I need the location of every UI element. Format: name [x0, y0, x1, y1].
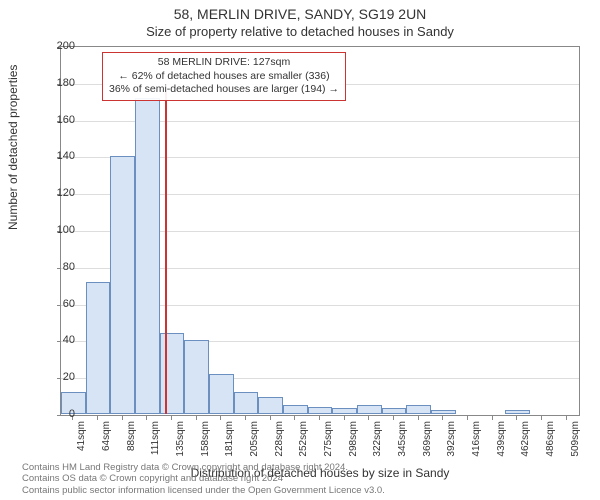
histogram-bar [110, 156, 135, 414]
annotation-line2: ← 62% of detached houses are smaller (33… [109, 70, 339, 84]
histogram-bar [209, 374, 234, 414]
histogram-bar [160, 333, 185, 414]
y-tick-label: 120 [45, 187, 75, 199]
histogram-bar [332, 408, 357, 414]
x-tick-label: 439sqm [496, 421, 507, 457]
y-tick-label: 60 [45, 298, 75, 310]
annotation-line1: 58 MERLIN DRIVE: 127sqm [109, 56, 339, 70]
x-tick-label: 392sqm [446, 421, 457, 457]
y-tick-label: 20 [45, 371, 75, 383]
footer-attribution: Contains HM Land Registry data © Crown c… [22, 462, 385, 496]
x-tick-label: 369sqm [422, 421, 433, 457]
x-tick-label: 135sqm [175, 421, 186, 457]
x-tick-label: 111sqm [150, 421, 161, 455]
y-tick-label: 160 [45, 114, 75, 126]
y-tick-label: 140 [45, 150, 75, 162]
x-tick-label: 41sqm [76, 421, 87, 451]
x-tick-label: 275sqm [323, 421, 334, 457]
histogram-bar [184, 340, 209, 414]
x-tick-label: 298sqm [348, 421, 359, 457]
y-tick-label: 0 [45, 408, 75, 420]
chart-area: Distribution of detached houses by size … [60, 46, 580, 416]
histogram-bar [406, 405, 431, 414]
chart-title-sub: Size of property relative to detached ho… [0, 22, 600, 39]
chart-title-main: 58, MERLIN DRIVE, SANDY, SG19 2UN [0, 0, 600, 22]
plot-region [60, 46, 580, 416]
y-axis-label: Number of detached properties [6, 65, 20, 230]
histogram-bar [234, 392, 259, 414]
y-tick-label: 100 [45, 224, 75, 236]
histogram-bar [382, 408, 407, 414]
histogram-bar [308, 407, 333, 414]
histogram-bar [258, 397, 283, 414]
footer-line1: Contains HM Land Registry data © Crown c… [22, 462, 385, 473]
y-tick-label: 200 [45, 40, 75, 52]
x-tick-label: 88sqm [126, 421, 137, 451]
x-tick-label: 416sqm [471, 421, 482, 457]
y-tick-label: 80 [45, 261, 75, 273]
annotation-callout: 58 MERLIN DRIVE: 127sqm ← 62% of detache… [102, 52, 346, 101]
x-tick-label: 181sqm [224, 421, 235, 457]
footer-line3: Contains public sector information licen… [22, 485, 385, 496]
x-tick-label: 205sqm [249, 421, 260, 457]
y-tick-label: 40 [45, 334, 75, 346]
x-tick-label: 509sqm [570, 421, 581, 457]
x-tick-label: 486sqm [545, 421, 556, 457]
x-tick-label: 228sqm [274, 421, 285, 457]
x-tick-label: 158sqm [200, 421, 211, 457]
histogram-bar [431, 410, 456, 414]
property-marker-line [165, 92, 167, 414]
histogram-bar [135, 98, 160, 414]
x-tick-label: 64sqm [101, 421, 112, 451]
footer-line2: Contains OS data © Crown copyright and d… [22, 473, 385, 484]
x-tick-label: 345sqm [397, 421, 408, 457]
x-tick-label: 322sqm [372, 421, 383, 457]
histogram-bar [357, 405, 382, 414]
annotation-line3: 36% of semi-detached houses are larger (… [109, 83, 339, 97]
x-tick-label: 252sqm [298, 421, 309, 457]
x-tick-label: 462sqm [520, 421, 531, 457]
histogram-bar [86, 282, 111, 414]
y-tick-label: 180 [45, 77, 75, 89]
histogram-bar [283, 405, 308, 414]
histogram-bar [505, 410, 530, 414]
